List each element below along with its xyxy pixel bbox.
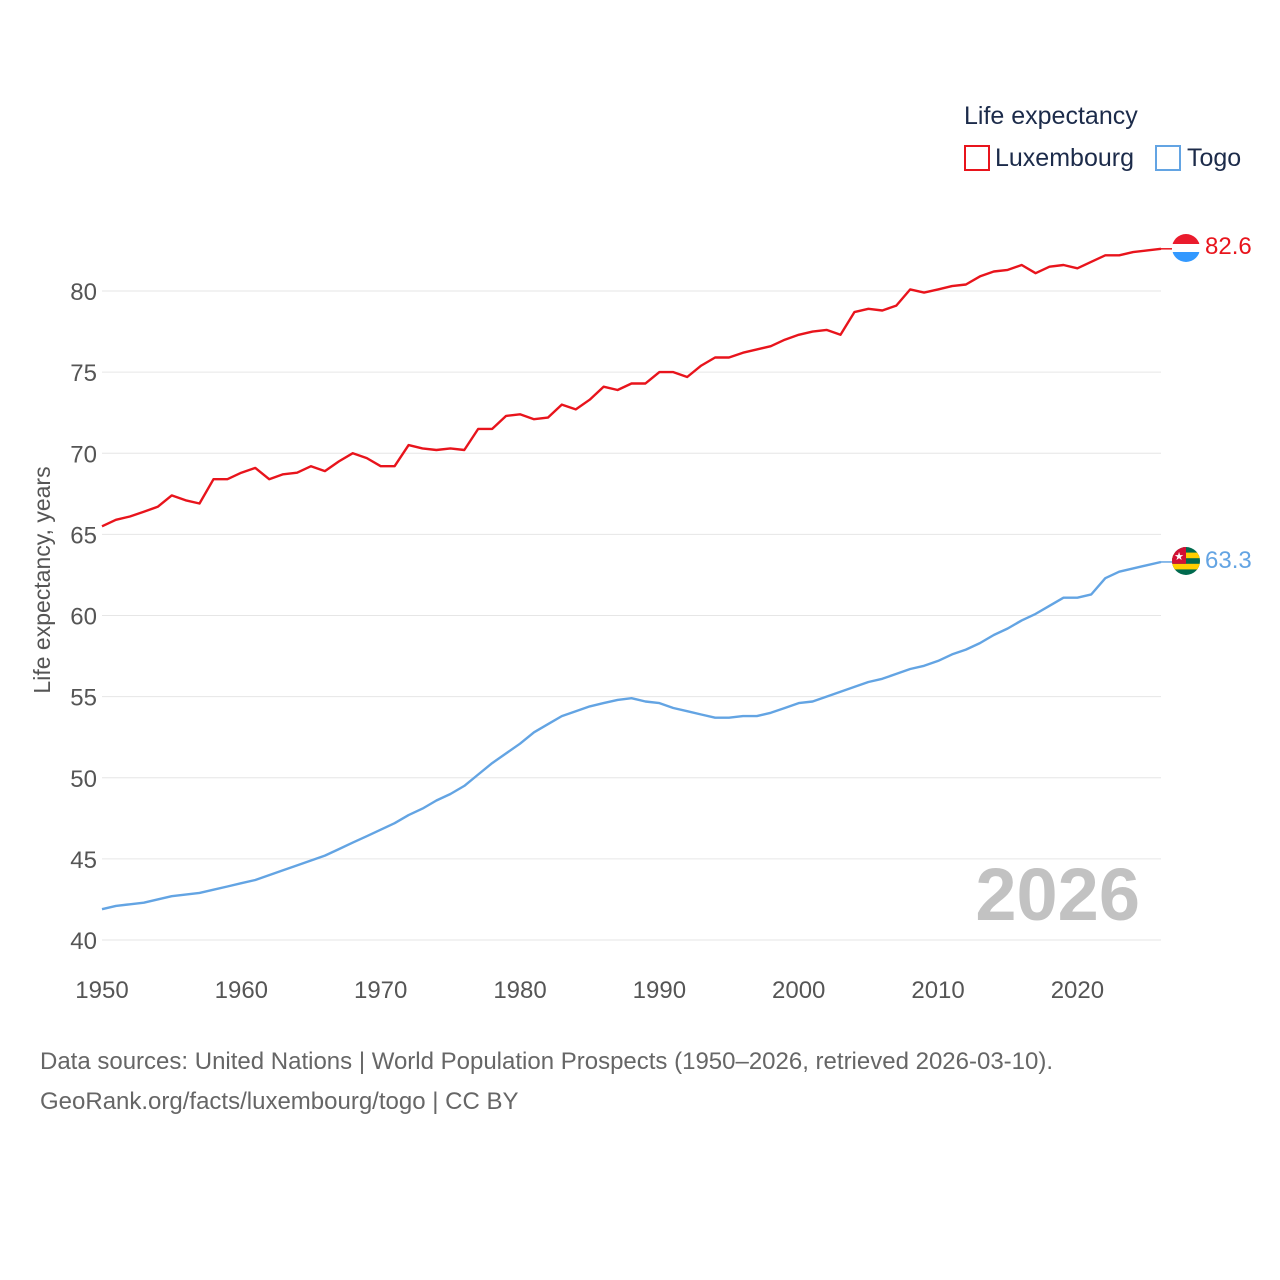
series-lines [101,247,1172,911]
svg-text:★: ★ [1174,550,1184,563]
gridlines [102,290,1161,941]
y-axis-ticks: 40 45 50 55 60 65 70 75 80 [70,279,97,955]
y-axis-title: Life expectancy, years [29,466,55,693]
legend: Life expectancy Luxembourg Togo [964,102,1241,172]
y-tick-label: 40 [70,928,97,955]
end-label-luxembourg: 82.6 [1205,233,1252,260]
x-tick-label: 2000 [772,977,825,1004]
series-line-togo[interactable] [101,560,1162,911]
footer: Data sources: United Nations | World Pop… [40,1042,1240,1122]
x-tick-label: 1990 [633,977,686,1004]
y-tick-label: 75 [70,360,97,387]
data-source-note: Data sources: United Nations | World Pop… [40,1048,1054,1075]
line-chart: 40 45 50 55 60 65 70 75 80 1950 1960 1970 1980 1990 2… [29,102,1252,1004]
luxembourg-flag-icon [1172,234,1200,262]
year-watermark: 2026 [975,853,1140,936]
y-tick-label: 55 [70,685,97,712]
y-tick-label: 60 [70,604,97,631]
y-tick-label: 65 [70,522,97,549]
y-tick-label: 70 [70,441,97,468]
attribution-link[interactable]: GeoRank.org/facts/luxembourg/togo | CC B… [40,1088,519,1115]
x-tick-label: 1950 [75,977,128,1004]
x-axis-ticks: 1950 1960 1970 1980 1990 2000 2010 2020 [75,977,1104,1004]
series-line-luxembourg[interactable] [101,247,1162,528]
legend-swatch-togo[interactable] [1155,145,1181,171]
y-tick-label: 50 [70,766,97,793]
legend-title: Life expectancy [964,102,1138,130]
y-tick-label: 80 [70,279,97,306]
y-tick-label: 45 [70,847,97,874]
legend-label-luxembourg[interactable]: Luxembourg [995,144,1134,172]
end-label-togo: 63.3 [1205,547,1252,574]
legend-label-togo[interactable]: Togo [1187,144,1241,172]
x-tick-label: 1960 [215,977,268,1004]
togo-flag-icon: ★ [1172,547,1200,575]
x-tick-label: 2020 [1051,977,1104,1004]
x-tick-label: 2010 [911,977,964,1004]
legend-swatch-luxembourg[interactable] [964,145,990,171]
x-tick-label: 1970 [354,977,407,1004]
x-tick-label: 1980 [493,977,546,1004]
